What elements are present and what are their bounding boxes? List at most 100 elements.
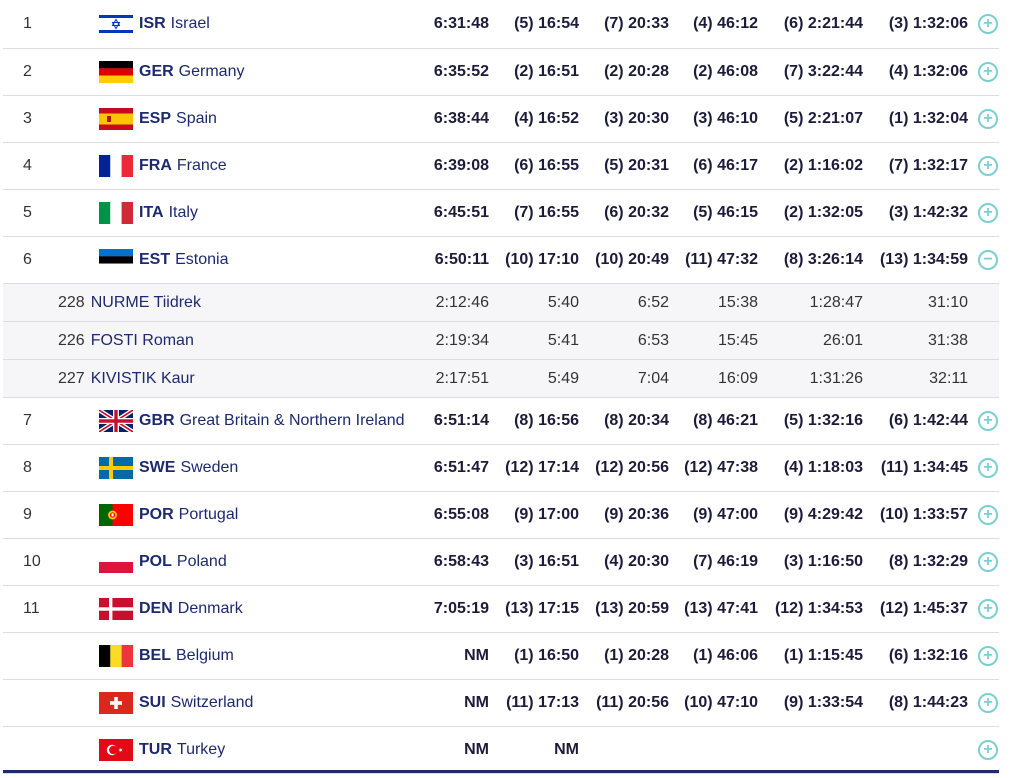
expand-icon[interactable]: +	[978, 203, 998, 223]
time-s2: (9) 20:36	[604, 506, 669, 523]
expand-icon[interactable]: +	[978, 14, 998, 34]
expand-icon[interactable]: +	[978, 411, 998, 431]
team[interactable]: ESP Spain	[99, 96, 217, 142]
expand-icon[interactable]: +	[978, 62, 998, 82]
country-name: Switzerland	[170, 694, 254, 711]
expand-icon[interactable]: +	[978, 646, 998, 666]
time-s1: (9) 17:00	[514, 506, 579, 523]
country-code: TUR	[139, 741, 172, 758]
expand-icon[interactable]: +	[978, 740, 998, 760]
expand-icon[interactable]: +	[978, 156, 998, 176]
rank: 8	[23, 459, 32, 476]
flag-sui-icon	[99, 692, 133, 714]
expand-icon[interactable]: +	[978, 599, 998, 619]
team[interactable]: GER Germany	[99, 49, 244, 95]
time-s5: (8) 1:32:29	[888, 553, 968, 570]
country-name: Great Britain & Northern Ireland	[179, 412, 405, 429]
team-row[interactable]: 2 GER Germany 6:35:52 (2) 16:51 (2) 20:28 (2) …	[3, 49, 999, 96]
time-s2: 6:53	[637, 331, 669, 349]
time-s5: (6) 1:42:44	[888, 412, 968, 429]
time-total: NM	[464, 647, 489, 664]
country-code: ITA	[139, 204, 164, 221]
time-s3: (1) 46:06	[693, 647, 758, 664]
expand-icon[interactable]: +	[978, 552, 998, 572]
time-total: 6:35:52	[433, 63, 489, 80]
rank: 10	[23, 553, 41, 570]
country-code: ISR	[139, 15, 166, 32]
country-code: EST	[139, 251, 171, 268]
country-code: FRA	[139, 157, 172, 174]
results-table: 1 ISR Israel 6:31:48 (5) 16:54 (7) 20:33 (4) 4…	[3, 0, 999, 774]
toggle-symbol: +	[983, 109, 993, 127]
time-s5: (8) 1:44:23	[888, 694, 968, 711]
team[interactable]: FRA France	[99, 143, 227, 189]
team[interactable]: BEL Belgium	[99, 633, 234, 679]
athlete-name: KIVISTIK Kaur	[90, 369, 195, 387]
team-row[interactable]: 10 POL Poland 6:58:43 (3) 16:51 (4) 20:30 (7) …	[3, 539, 999, 586]
bib-number: 226	[58, 331, 85, 349]
time-s2: (11) 20:56	[596, 694, 669, 711]
flag-gbr-icon	[99, 410, 133, 432]
flag-por-icon	[99, 504, 133, 526]
country-name: Denmark	[177, 600, 243, 617]
country-name: Italy	[168, 204, 198, 221]
expand-icon[interactable]: +	[978, 458, 998, 478]
country-code: SWE	[139, 459, 176, 476]
team[interactable]: EST Estonia	[99, 237, 229, 283]
team-row[interactable]: 4 FRA France 6:39:08 (6) 16:55 (5) 20:31 (6) 4…	[3, 143, 999, 190]
toggle-symbol: +	[983, 203, 993, 221]
flag-isr-icon	[99, 13, 133, 35]
time-s4: (8) 3:26:14	[783, 251, 863, 268]
team[interactable]: GBR Great Britain & Northern Ireland	[99, 398, 405, 444]
time-s5: (7) 1:32:17	[888, 157, 968, 174]
time-s3: (12) 47:38	[684, 459, 758, 476]
time-s4: (5) 2:21:07	[783, 110, 863, 127]
team[interactable]: ISR Israel	[99, 0, 210, 48]
team-row[interactable]: 5 ITA Italy 6:45:51 (7) 16:55 (6) 20:32 (5) 46…	[3, 190, 999, 237]
team[interactable]: POL Poland	[99, 539, 227, 585]
toggle-symbol: +	[983, 740, 993, 758]
team-row[interactable]: 6 EST Estonia 6:50:11 (10) 17:10 (10) 20:49 (1…	[3, 237, 999, 284]
team[interactable]: POR Portugal	[99, 492, 238, 538]
team-row[interactable]: BEL Belgium NM (1) 16:50 (1) 20:28 (1) 46:06 (…	[3, 633, 999, 680]
athlete: 226 FOSTI Roman	[58, 322, 194, 359]
time-s2: (7) 20:33	[604, 15, 669, 32]
time-s3: 15:38	[717, 293, 758, 311]
time-s4: (12) 1:34:53	[774, 600, 863, 617]
time-total: 2:12:46	[435, 293, 489, 311]
time-s2: (5) 20:31	[604, 157, 669, 174]
flag-est-icon	[99, 249, 133, 271]
time-s5: (10) 1:33:57	[879, 506, 968, 523]
time-s1: 5:40	[547, 293, 579, 311]
time-s4: (2) 1:16:02	[783, 157, 863, 174]
expand-icon[interactable]: +	[978, 693, 998, 713]
rank: 3	[23, 110, 32, 127]
athlete-row: 228 NURME Tiidrek 2:12:46 5:40 6:52 15:38 1:28…	[3, 284, 999, 322]
team[interactable]: DEN Denmark	[99, 586, 243, 632]
team-row[interactable]: 11 DEN Denmark 7:05:19 (13) 17:15 (13) 20:59 (…	[3, 586, 999, 633]
time-s4: (4) 1:18:03	[783, 459, 863, 476]
time-s3: (9) 47:00	[693, 506, 758, 523]
team-row[interactable]: SUI Switzerland NM (11) 17:13 (11) 20:56 (10)…	[3, 680, 999, 727]
time-s3: (13) 47:41	[684, 600, 758, 617]
team-row[interactable]: 9 POR Portugal 6:55:08 (9) 17:00 (9) 20:36 (9)…	[3, 492, 999, 539]
time-s2: (6) 20:32	[604, 204, 669, 221]
time-s1: NM	[554, 741, 579, 758]
collapse-icon[interactable]: −	[978, 250, 998, 270]
time-s2: (4) 20:30	[604, 553, 669, 570]
team-row[interactable]: 1 ISR Israel 6:31:48 (5) 16:54 (7) 20:33 (4) 4…	[3, 0, 999, 49]
team-row[interactable]: 3 ESP Spain 6:38:44 (4) 16:52 (3) 20:30 (3) 46…	[3, 96, 999, 143]
athlete-row: 226 FOSTI Roman 2:19:34 5:41 6:53 15:45 26:01 3…	[3, 322, 999, 360]
expand-icon[interactable]: +	[978, 109, 998, 129]
team[interactable]: SWE Sweden	[99, 445, 238, 491]
toggle-symbol: −	[983, 250, 993, 268]
team-row[interactable]: 8 SWE Sweden 6:51:47 (12) 17:14 (12) 20:56 (12…	[3, 445, 999, 492]
team-row[interactable]: 7 GBR Great Britain & Northern Ireland 6:51…	[3, 398, 999, 445]
team[interactable]: TUR Turkey	[99, 727, 225, 773]
team[interactable]: SUI Switzerland	[99, 680, 253, 726]
expand-icon[interactable]: +	[978, 505, 998, 525]
team[interactable]: ITA Italy	[99, 190, 198, 236]
time-s5: 31:10	[927, 293, 968, 311]
team-row[interactable]: TUR Turkey NM NM +	[3, 727, 999, 774]
time-s2: (12) 20:56	[595, 459, 669, 476]
